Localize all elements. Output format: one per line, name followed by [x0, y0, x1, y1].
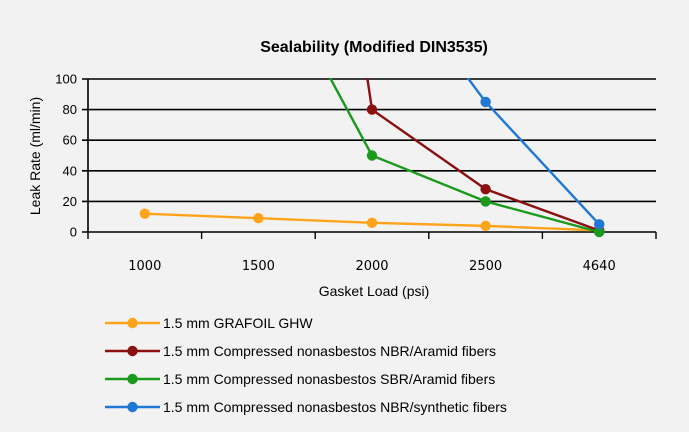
- y-axis-label: Leak Rate (ml/min): [27, 97, 43, 215]
- legend-label: 1.5 mm GRAFOIL GHW: [163, 315, 313, 331]
- series-line: [366, 78, 600, 232]
- legend-label: 1.5 mm Compressed nonasbestos NBR/synthe…: [163, 399, 507, 415]
- legend-label: 1.5 mm Compressed nonasbestos NBR/Aramid…: [163, 343, 496, 359]
- legend-marker: [127, 317, 138, 329]
- legend-item: 1.5 mm GRAFOIL GHW: [105, 315, 313, 331]
- legend-label: 1.5 mm Compressed nonasbestos SBR/Aramid…: [163, 371, 495, 387]
- y-tick-label: 60: [63, 133, 77, 148]
- x-tick-label: 2500: [469, 259, 502, 274]
- legend-marker: [127, 373, 138, 385]
- data-point: [253, 213, 264, 224]
- x-tick-label: 1500: [242, 259, 275, 274]
- x-tick-label: 2000: [355, 259, 388, 274]
- x-tick-label: 4640: [583, 259, 616, 274]
- series-3: [328, 78, 605, 238]
- series-line: [328, 78, 600, 234]
- data-point: [480, 96, 491, 108]
- legend-item: 1.5 mm Compressed nonasbestos NBR/synthe…: [105, 399, 507, 415]
- y-tick-label: 0: [70, 225, 77, 240]
- y-tick-label: 40: [63, 163, 77, 178]
- y-tick-label: 20: [63, 194, 77, 209]
- data-point: [480, 196, 491, 207]
- data-point: [139, 208, 150, 219]
- legend-marker: [127, 345, 138, 357]
- y-tick-label: 100: [55, 72, 77, 87]
- legend-marker: [127, 401, 138, 413]
- series-2: [366, 78, 605, 236]
- data-point: [366, 150, 378, 161]
- data-point: [594, 219, 605, 230]
- data-point: [480, 183, 491, 195]
- x-tick-label: 1000: [128, 259, 161, 274]
- data-point: [594, 226, 605, 238]
- x-axis-label: Gasket Load (psi): [319, 283, 430, 299]
- series-4: [466, 78, 605, 230]
- y-tick-label: 80: [63, 102, 77, 117]
- data-point: [366, 217, 378, 229]
- data-point: [480, 220, 491, 232]
- data-point: [366, 104, 378, 115]
- chart-title: Sealability (Modified DIN3535): [260, 39, 488, 56]
- legend-item: 1.5 mm Compressed nonasbestos NBR/Aramid…: [105, 343, 496, 359]
- legend-item: 1.5 mm Compressed nonasbestos SBR/Aramid…: [105, 371, 495, 387]
